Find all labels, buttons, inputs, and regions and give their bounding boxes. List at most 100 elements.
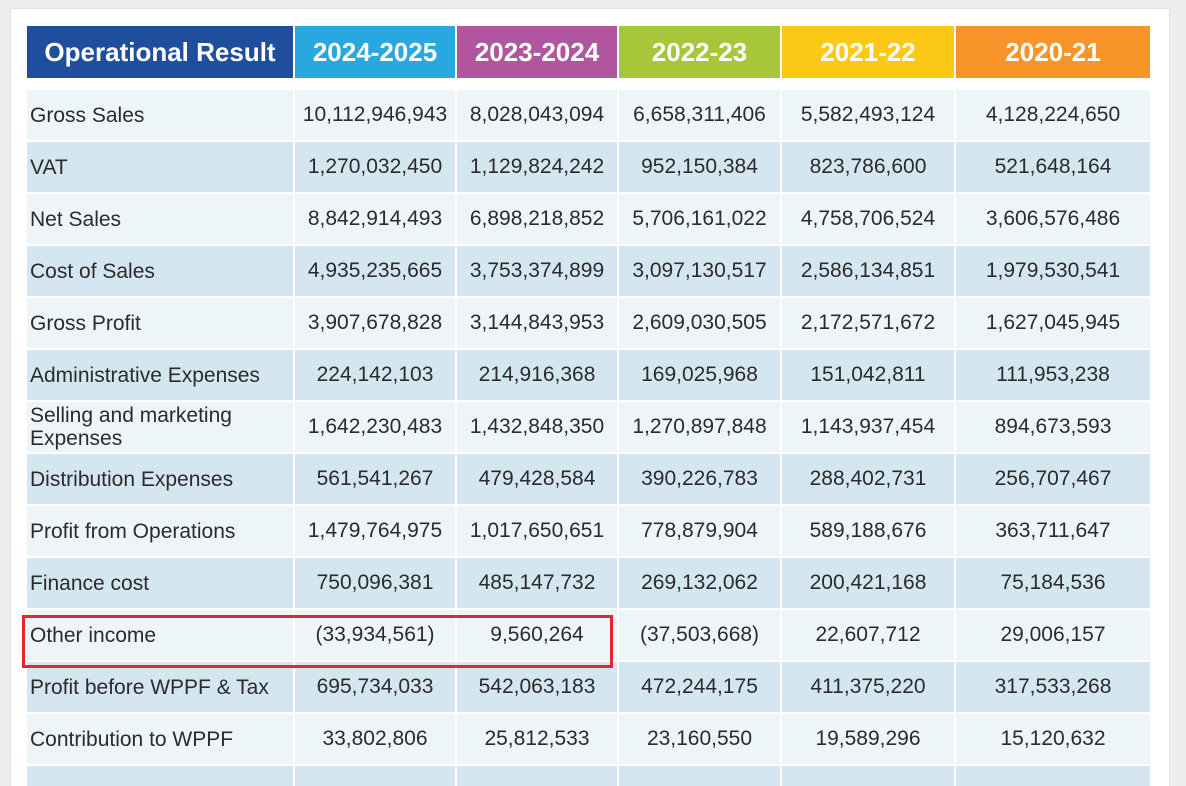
table-cell: 5,706,161,022 <box>619 194 780 244</box>
table-row: Administrative Expenses 224,142,103 214,… <box>27 350 1150 400</box>
table-cell: (33,934,561) <box>295 610 455 660</box>
row-label: Cost of Sales <box>27 246 293 296</box>
header-year-2020-21: 2020-21 <box>956 26 1150 78</box>
table-cell: 6,658,311,406 <box>619 90 780 140</box>
row-label: Administrative Expenses <box>27 350 293 400</box>
table-cell: 411,375,220 <box>782 662 954 712</box>
table-cell: 1,979,530,541 <box>956 246 1150 296</box>
table-cell: 256,707,467 <box>956 454 1150 504</box>
table-cell: 1,479,764,975 <box>295 506 455 556</box>
header-spacer <box>27 80 1150 88</box>
header-year-2023-2024: 2023-2024 <box>457 26 617 78</box>
operational-result-card: Operational Result 2024-2025 2023-2024 2… <box>10 8 1170 786</box>
table-cell: 4,128,224,650 <box>956 90 1150 140</box>
table-cell: 8,842,914,493 <box>295 194 455 244</box>
table-cell: 823,786,600 <box>782 142 954 192</box>
table-cell: 2,609,030,505 <box>619 298 780 348</box>
table-cell: 19,589,296 <box>782 714 954 764</box>
table-cell: 33,802,806 <box>295 714 455 764</box>
row-label: Gross Sales <box>27 90 293 140</box>
row-label: Selling and marketing Expenses <box>27 402 293 452</box>
table-cell: 224,142,103 <box>295 350 455 400</box>
operational-result-table: Operational Result 2024-2025 2023-2024 2… <box>25 24 1152 786</box>
table-cell: 363,711,647 <box>956 506 1150 556</box>
header-year-2021-22: 2021-22 <box>782 26 954 78</box>
header-operational-result: Operational Result <box>27 26 293 78</box>
row-label: Gross Profit <box>27 298 293 348</box>
table-cell: 2,586,134,851 <box>782 246 954 296</box>
table-cell: 22,607,712 <box>782 610 954 660</box>
table-cell: 3,753,374,899 <box>457 246 617 296</box>
table-cell: 9,560,264 <box>457 610 617 660</box>
table-row: Gross Sales 10,112,946,943 8,028,043,094… <box>27 90 1150 140</box>
table-cell <box>619 766 780 786</box>
table-cell: 894,673,593 <box>956 402 1150 452</box>
table-cell: 5,582,493,124 <box>782 90 954 140</box>
table-cell: 269,132,062 <box>619 558 780 608</box>
table-cell: 521,648,164 <box>956 142 1150 192</box>
table-cell: 695,734,033 <box>295 662 455 712</box>
table-cell <box>27 766 293 786</box>
table-cell: 1,432,848,350 <box>457 402 617 452</box>
table-cell: 3,907,678,828 <box>295 298 455 348</box>
table-row: Contribution to WPPF 33,802,806 25,812,5… <box>27 714 1150 764</box>
row-label: Profit from Operations <box>27 506 293 556</box>
table-cell: 8,028,043,094 <box>457 90 617 140</box>
row-label: Other income <box>27 610 293 660</box>
table-cell: 3,606,576,486 <box>956 194 1150 244</box>
table-row: Cost of Sales 4,935,235,665 3,753,374,89… <box>27 246 1150 296</box>
table-cell: 75,184,536 <box>956 558 1150 608</box>
table-cell: 952,150,384 <box>619 142 780 192</box>
table-cell <box>956 766 1150 786</box>
table-cell: 4,758,706,524 <box>782 194 954 244</box>
table-row: Profit from Operations 1,479,764,975 1,0… <box>27 506 1150 556</box>
table-cell: 1,627,045,945 <box>956 298 1150 348</box>
table-cell: 472,244,175 <box>619 662 780 712</box>
table-row: Selling and marketing Expenses 1,642,230… <box>27 402 1150 452</box>
table-cell: 15,120,632 <box>956 714 1150 764</box>
row-label: VAT <box>27 142 293 192</box>
table-row: Profit before WPPF & Tax 695,734,033 542… <box>27 662 1150 712</box>
table-cell: 750,096,381 <box>295 558 455 608</box>
table-cell: 214,916,368 <box>457 350 617 400</box>
table-cell: 200,421,168 <box>782 558 954 608</box>
table-cell: 485,147,732 <box>457 558 617 608</box>
table-cell: 6,898,218,852 <box>457 194 617 244</box>
table-cell: 10,112,946,943 <box>295 90 455 140</box>
table-cell: 169,025,968 <box>619 350 780 400</box>
table-cell: 479,428,584 <box>457 454 617 504</box>
table-cell: 317,533,268 <box>956 662 1150 712</box>
row-label: Distribution Expenses <box>27 454 293 504</box>
table-row: Gross Profit 3,907,678,828 3,144,843,953… <box>27 298 1150 348</box>
table-cell <box>782 766 954 786</box>
table-cell: 3,097,130,517 <box>619 246 780 296</box>
table-cell: 151,042,811 <box>782 350 954 400</box>
table-cell: 1,270,897,848 <box>619 402 780 452</box>
table-cell: 3,144,843,953 <box>457 298 617 348</box>
table-cell: 390,226,783 <box>619 454 780 504</box>
table-cell: 589,188,676 <box>782 506 954 556</box>
table-row: Distribution Expenses 561,541,267 479,42… <box>27 454 1150 504</box>
table-cell: 1,017,650,651 <box>457 506 617 556</box>
table-cell: 111,953,238 <box>956 350 1150 400</box>
table-cell: 25,812,533 <box>457 714 617 764</box>
table-cell <box>457 766 617 786</box>
table-cell: (37,503,668) <box>619 610 780 660</box>
table-cell: 778,879,904 <box>619 506 780 556</box>
table-cell: 288,402,731 <box>782 454 954 504</box>
table-cell: 23,160,550 <box>619 714 780 764</box>
row-label: Finance cost <box>27 558 293 608</box>
table-cell: 542,063,183 <box>457 662 617 712</box>
header-row: Operational Result 2024-2025 2023-2024 2… <box>27 26 1150 78</box>
table-cell: 29,006,157 <box>956 610 1150 660</box>
table-cell: 1,143,937,454 <box>782 402 954 452</box>
header-year-2024-2025: 2024-2025 <box>295 26 455 78</box>
table-cell: 561,541,267 <box>295 454 455 504</box>
row-label: Contribution to WPPF <box>27 714 293 764</box>
table-row: Finance cost 750,096,381 485,147,732 269… <box>27 558 1150 608</box>
table-row: Net Sales 8,842,914,493 6,898,218,852 5,… <box>27 194 1150 244</box>
row-label: Net Sales <box>27 194 293 244</box>
table-cell <box>295 766 455 786</box>
table-cell: 1,270,032,450 <box>295 142 455 192</box>
